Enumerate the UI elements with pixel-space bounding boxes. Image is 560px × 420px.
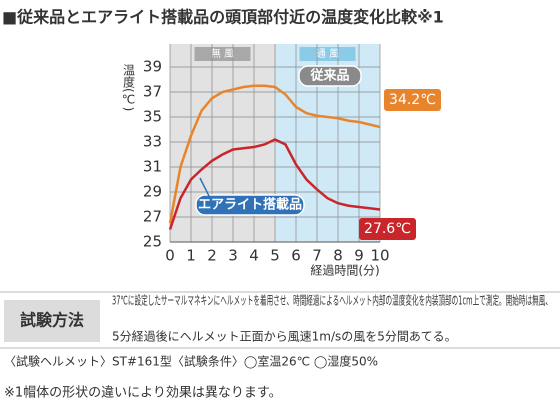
region-label-bg (194, 47, 251, 61)
y-tick-label: 35 (143, 108, 162, 126)
series-name: エアライト搭載品 (198, 197, 302, 213)
series-line (168, 138, 381, 230)
pointer (199, 177, 211, 199)
series-line (168, 84, 381, 224)
method-box (4, 300, 100, 342)
value-label: 27.6℃ (364, 221, 411, 237)
y-tick-label: 39 (143, 58, 162, 76)
method-heading: 試験方法 (20, 311, 84, 330)
x-tick-label: 7 (312, 247, 322, 265)
y-axis-label: 温度(℃) (122, 64, 136, 112)
x-tick-label: 5 (270, 247, 280, 265)
x-tick-label: 3 (228, 247, 238, 265)
x-tick-label: 0 (165, 247, 175, 265)
value-label: 34.2℃ (389, 92, 436, 108)
x-tick-label: 4 (249, 247, 259, 265)
chart-title: ■従来品とエアライト搭載品の頭頂部付近の温度変化比較※1 (2, 8, 444, 27)
y-tick-label: 37 (143, 83, 162, 101)
region-label: 無 風 (211, 47, 234, 60)
y-tick-label: 33 (143, 133, 162, 151)
x-tick-label: 1 (186, 247, 196, 265)
x-tick-label: 8 (333, 247, 343, 265)
x-tick-label: 10 (370, 247, 389, 265)
value-label-bg (384, 89, 441, 111)
x-tick-label: 2 (207, 247, 217, 265)
series-name-bg (298, 65, 362, 87)
x-axis-label: 経過時間(分) (310, 264, 379, 278)
y-tick-label: 29 (143, 183, 162, 201)
region-label: 通 風 (316, 48, 339, 60)
region-label-bg (299, 47, 356, 61)
method-text: 37℃に設定したサーマルマネキンにヘルメットを着用させ、時間経過によるヘルメット… (112, 293, 552, 308)
footnote: ※1帽体の形状の違いにより効果は異なります。 (4, 385, 282, 401)
x-tick-label: 6 (291, 247, 301, 265)
x-tick-label: 9 (354, 247, 364, 265)
series-name-bg (195, 194, 305, 216)
method-text: 5分経過後にヘルメット正面から風速1m/sの風を5分間あてる。 (112, 330, 457, 344)
y-tick-label: 31 (143, 158, 162, 176)
series-name: 従来品 (309, 68, 349, 84)
value-label-bg (359, 218, 416, 240)
y-tick-label: 25 (143, 233, 162, 251)
y-tick-label: 27 (143, 208, 162, 226)
condition: 〈試験ヘルメット〉ST#161型〈試験条件〉◯室温26℃ ◯湿度50% (4, 354, 378, 369)
